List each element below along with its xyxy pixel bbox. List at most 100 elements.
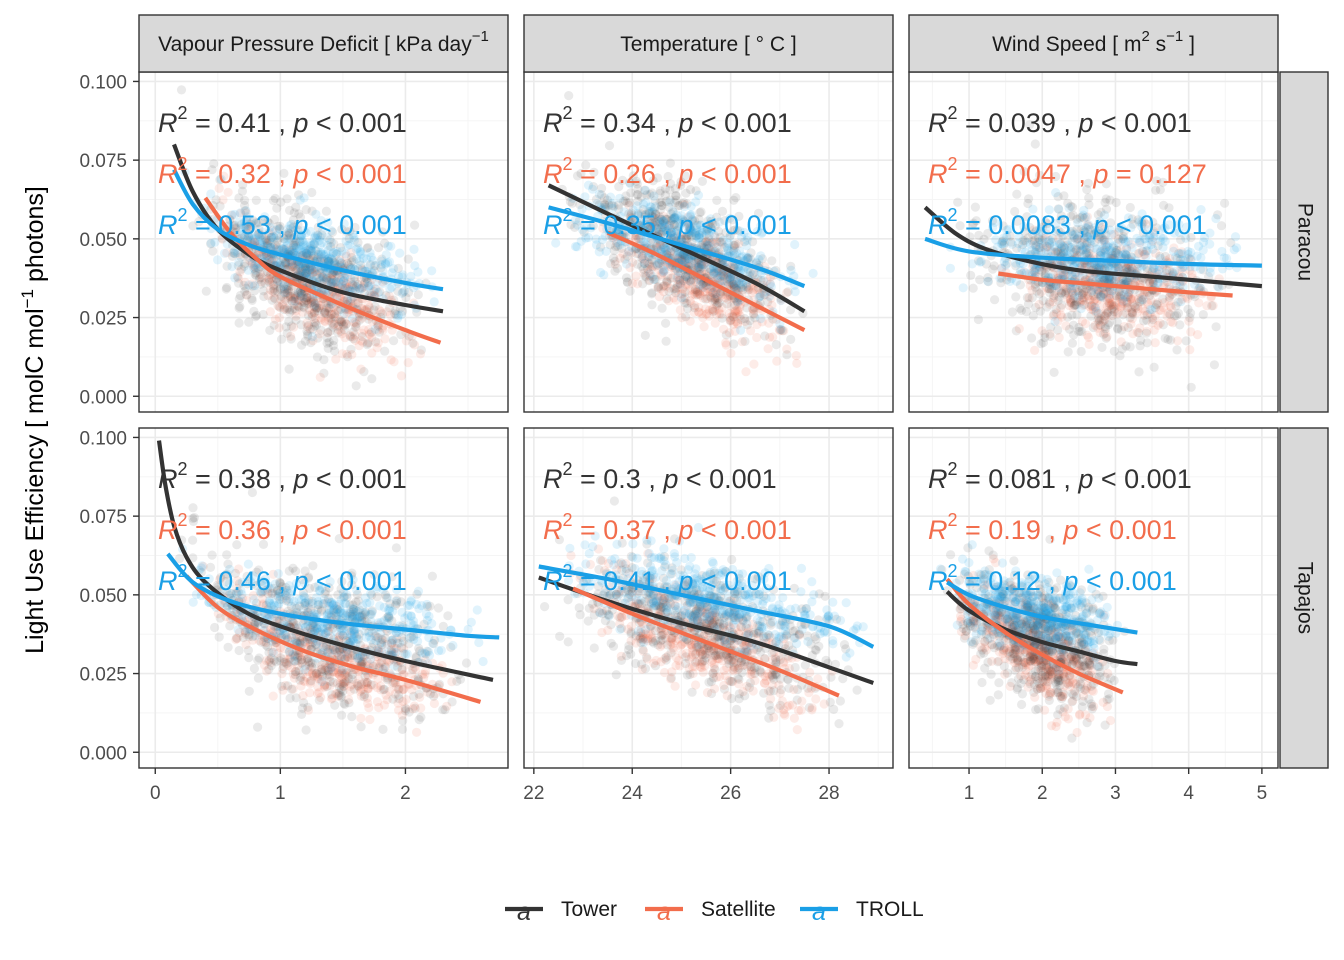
data-point xyxy=(285,305,295,315)
data-point xyxy=(351,319,361,329)
data-point xyxy=(680,281,690,291)
data-point xyxy=(362,254,372,264)
data-point xyxy=(567,198,577,208)
data-point xyxy=(225,214,235,224)
data-point xyxy=(322,273,332,283)
data-point xyxy=(669,284,679,294)
data-point xyxy=(309,267,319,277)
data-point xyxy=(410,261,420,271)
data-point xyxy=(371,260,381,271)
data-point xyxy=(731,317,741,327)
data-point xyxy=(266,240,276,250)
data-point xyxy=(719,324,729,334)
data-point xyxy=(704,311,714,321)
data-point xyxy=(701,309,711,319)
data-point xyxy=(668,207,678,217)
data-point xyxy=(748,285,758,295)
data-point xyxy=(253,673,263,683)
data-point xyxy=(327,275,337,285)
data-point xyxy=(683,303,693,314)
data-point xyxy=(241,283,251,293)
data-point xyxy=(273,301,283,311)
data-point xyxy=(729,309,739,319)
data-point xyxy=(591,240,602,250)
data-point xyxy=(386,241,396,251)
data-point xyxy=(292,225,303,235)
data-point xyxy=(570,222,580,232)
data-point xyxy=(648,218,658,228)
data-point xyxy=(1007,307,1018,317)
data-point xyxy=(307,187,317,198)
data-point xyxy=(710,232,720,242)
data-point xyxy=(633,184,643,194)
data-point xyxy=(671,295,681,305)
data-point xyxy=(281,284,292,294)
data-point xyxy=(327,318,337,328)
data-point xyxy=(273,236,283,246)
data-point xyxy=(438,705,448,715)
data-point xyxy=(326,277,336,287)
data-point xyxy=(666,228,676,238)
data-point xyxy=(306,244,316,254)
data-point xyxy=(301,248,312,258)
data-point xyxy=(690,216,700,226)
data-point xyxy=(243,229,253,239)
data-point xyxy=(188,503,198,513)
data-point xyxy=(681,258,691,268)
data-point xyxy=(295,233,305,243)
data-point xyxy=(236,208,246,218)
data-point xyxy=(294,190,304,200)
data-point xyxy=(301,725,311,735)
data-point xyxy=(301,264,311,274)
data-point xyxy=(717,239,727,249)
data-point xyxy=(724,328,734,338)
data-point xyxy=(676,211,687,221)
data-point xyxy=(657,227,668,237)
data-point xyxy=(618,249,628,259)
data-point xyxy=(622,259,632,269)
data-point xyxy=(677,217,687,227)
data-point xyxy=(702,224,712,234)
data-point xyxy=(656,214,666,224)
data-point xyxy=(349,235,359,245)
data-point xyxy=(686,298,696,308)
data-point xyxy=(673,230,684,240)
data-point xyxy=(677,289,687,299)
data-point xyxy=(263,291,273,301)
data-point xyxy=(297,250,307,260)
data-point xyxy=(284,263,294,273)
data-point xyxy=(708,219,718,229)
data-point xyxy=(657,200,667,211)
data-point xyxy=(299,294,309,304)
data-point xyxy=(622,198,632,208)
data-point xyxy=(673,201,684,211)
data-point xyxy=(311,320,322,330)
data-point xyxy=(230,209,240,220)
data-point xyxy=(364,325,374,335)
data-point xyxy=(348,230,358,240)
data-point xyxy=(656,283,666,294)
data-point xyxy=(289,247,299,257)
data-point xyxy=(385,310,396,320)
data-point xyxy=(709,239,719,249)
data-point xyxy=(695,286,705,296)
r2-annotation-satellite: R2 = 0.0047 , p = 0.127 xyxy=(928,154,1207,189)
data-point xyxy=(302,318,312,328)
data-point xyxy=(262,238,272,248)
data-point xyxy=(714,297,724,308)
data-point xyxy=(726,247,736,257)
data-point xyxy=(330,346,340,356)
data-point xyxy=(660,190,671,200)
data-point xyxy=(267,256,277,266)
data-point xyxy=(276,257,286,267)
data-point xyxy=(280,257,290,267)
data-point xyxy=(637,251,648,261)
data-point xyxy=(291,241,301,251)
data-point xyxy=(680,287,690,297)
fit-line-troll xyxy=(172,168,444,292)
data-point xyxy=(330,258,340,268)
data-point xyxy=(596,267,606,278)
data-point xyxy=(714,272,724,282)
data-point xyxy=(736,279,746,289)
data-point xyxy=(645,262,655,272)
